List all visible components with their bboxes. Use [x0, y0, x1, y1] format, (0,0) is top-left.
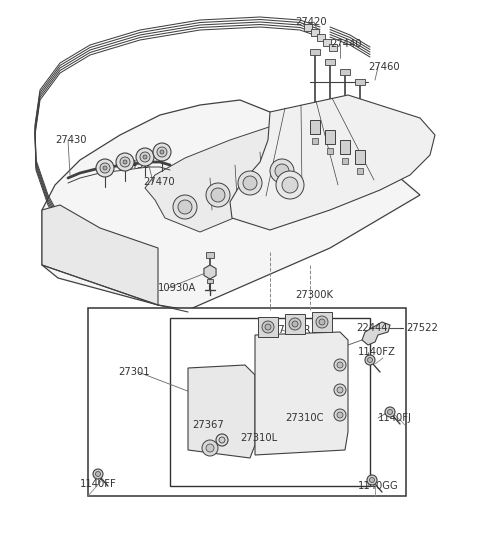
Circle shape — [365, 355, 375, 365]
Circle shape — [120, 157, 130, 167]
Circle shape — [265, 324, 271, 330]
Circle shape — [100, 163, 110, 173]
Circle shape — [219, 437, 225, 443]
Circle shape — [103, 166, 107, 170]
Circle shape — [136, 148, 154, 166]
Bar — [206, 252, 214, 258]
Text: 27450: 27450 — [118, 160, 150, 170]
Text: 27310C: 27310C — [285, 413, 324, 423]
Circle shape — [96, 472, 100, 477]
Text: 27310R: 27310R — [272, 325, 311, 335]
Bar — [355, 150, 365, 164]
Bar — [170, 318, 370, 486]
Bar — [325, 59, 335, 65]
Bar — [340, 140, 350, 154]
Text: 1140FZ: 1140FZ — [358, 347, 396, 357]
Circle shape — [368, 358, 372, 362]
Circle shape — [292, 321, 298, 327]
Circle shape — [275, 164, 289, 178]
Bar — [304, 24, 312, 31]
Circle shape — [140, 152, 150, 162]
Text: 27420: 27420 — [295, 17, 326, 27]
Bar — [325, 130, 335, 144]
Bar — [357, 168, 363, 174]
Text: 10930A: 10930A — [158, 283, 196, 293]
Text: 27300K: 27300K — [295, 290, 333, 300]
Bar — [88, 308, 406, 496]
Polygon shape — [42, 100, 420, 310]
Circle shape — [334, 409, 346, 421]
Circle shape — [93, 469, 103, 479]
Polygon shape — [145, 112, 400, 232]
Polygon shape — [42, 205, 158, 305]
Bar — [312, 138, 318, 144]
Circle shape — [206, 183, 230, 207]
Text: 22444: 22444 — [356, 323, 387, 333]
Circle shape — [337, 412, 343, 418]
Circle shape — [238, 171, 262, 195]
Circle shape — [157, 147, 167, 157]
Circle shape — [206, 444, 214, 452]
Bar — [312, 312, 332, 332]
Bar — [310, 120, 320, 134]
Text: 27301: 27301 — [118, 367, 150, 377]
Circle shape — [385, 407, 395, 417]
Polygon shape — [188, 365, 255, 458]
Circle shape — [337, 362, 343, 368]
Circle shape — [319, 319, 325, 325]
Bar — [327, 148, 333, 154]
Text: 27522: 27522 — [406, 323, 438, 333]
Bar — [355, 79, 365, 85]
Circle shape — [276, 171, 304, 199]
Polygon shape — [230, 95, 435, 230]
Text: 27430: 27430 — [55, 135, 86, 145]
Circle shape — [387, 410, 393, 414]
Text: -: - — [399, 323, 403, 333]
Circle shape — [216, 434, 228, 446]
Circle shape — [123, 160, 127, 164]
Circle shape — [116, 153, 134, 171]
Circle shape — [337, 387, 343, 393]
Circle shape — [143, 155, 147, 159]
Bar — [310, 49, 320, 55]
Circle shape — [370, 478, 374, 482]
Polygon shape — [362, 322, 390, 345]
Bar — [317, 34, 325, 41]
Bar — [342, 158, 348, 164]
Circle shape — [178, 200, 192, 214]
Circle shape — [96, 159, 114, 177]
Circle shape — [334, 384, 346, 396]
Text: 1140FF: 1140FF — [80, 479, 117, 489]
Bar — [285, 314, 305, 334]
Circle shape — [160, 150, 164, 154]
Circle shape — [316, 316, 328, 328]
Circle shape — [262, 321, 274, 333]
Circle shape — [334, 359, 346, 371]
Circle shape — [282, 177, 298, 193]
Text: 27470: 27470 — [143, 177, 175, 187]
Text: 1140FJ: 1140FJ — [378, 413, 412, 423]
Circle shape — [202, 440, 218, 456]
Text: 27367: 27367 — [192, 420, 224, 430]
Circle shape — [243, 176, 257, 190]
Text: 27310L: 27310L — [240, 433, 277, 443]
Circle shape — [367, 475, 377, 485]
Circle shape — [153, 143, 171, 161]
Bar — [323, 39, 331, 46]
Bar — [340, 69, 350, 75]
Text: 27460: 27460 — [368, 62, 400, 72]
Circle shape — [211, 188, 225, 202]
Text: 1140GG: 1140GG — [358, 481, 399, 491]
Bar — [258, 317, 278, 337]
Bar — [329, 44, 337, 51]
Text: 27440: 27440 — [330, 39, 361, 49]
Bar — [311, 29, 319, 36]
Circle shape — [173, 195, 197, 219]
Polygon shape — [255, 332, 348, 455]
Bar — [207, 279, 213, 283]
Circle shape — [270, 159, 294, 183]
Circle shape — [289, 318, 301, 330]
Polygon shape — [204, 265, 216, 279]
